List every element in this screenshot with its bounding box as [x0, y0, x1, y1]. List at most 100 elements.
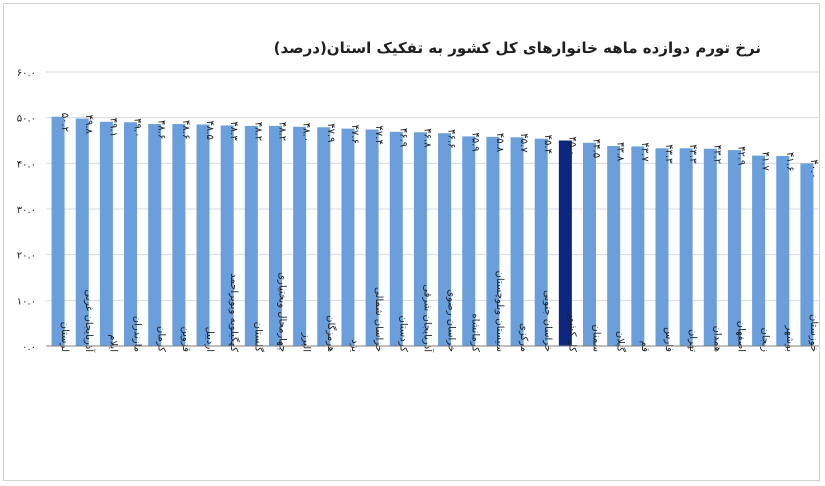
bar [220, 125, 234, 347]
x-tick-label: آذربایجان شرقی [421, 284, 434, 353]
x-tick-label: زنجان [760, 328, 771, 353]
x-tick-label: ایلام [107, 334, 118, 352]
bar [196, 124, 210, 347]
value-label: ۴۶.۸ [421, 128, 432, 148]
value-label: ۴۸.۲ [276, 122, 287, 141]
value-label: ۴۵.۰ [566, 137, 577, 156]
bar [486, 136, 500, 346]
x-tick-label: کرمانشاه [470, 313, 481, 352]
value-label: ۴۴.۵ [591, 139, 602, 158]
x-tick-label: سیستان وبلوچستان [494, 270, 505, 352]
value-label: ۴۲.۹ [735, 146, 746, 165]
value-label: ۴۷.۴ [373, 126, 384, 145]
value-label: ۴۳.۳ [663, 144, 674, 164]
bar [341, 128, 355, 346]
x-tick-label: آذربایجان غربی [83, 289, 96, 353]
bar [510, 137, 524, 346]
value-label: ۴۶.۹ [397, 128, 408, 147]
x-tick-label: خراسان رضوی [446, 289, 457, 352]
x-tick-label: فارس [663, 327, 674, 352]
bar [51, 116, 65, 347]
x-tick-label: هرمزگان [325, 315, 337, 352]
bar [268, 125, 282, 347]
value-label: ۵۰.۲ [59, 113, 70, 132]
x-tick-label: لرستان [59, 322, 70, 352]
y-tick-label: ۰.۰ [22, 342, 36, 353]
value-label: ۴۸.۶ [180, 120, 191, 139]
bar [389, 131, 403, 346]
x-tick-label: اردبیل [204, 327, 215, 352]
bar [148, 124, 162, 346]
value-label: ۴۳.۲ [711, 145, 722, 164]
value-label: ۴۳.۸ [615, 142, 626, 162]
x-tick-label: مازندران [132, 316, 143, 352]
bar [679, 148, 693, 346]
bar [800, 163, 814, 346]
value-label: ۴۸.۲ [252, 122, 263, 141]
x-tick-label: کل کشور [566, 312, 577, 352]
value-label: ۴۷.۹ [325, 123, 336, 142]
x-tick-label: قزوین [180, 326, 191, 352]
x-tick-label: سمنان [591, 324, 602, 352]
bar [172, 124, 186, 346]
x-tick-label: اصفهان [735, 321, 746, 352]
value-label: ۴۳.۳ [687, 144, 698, 164]
value-label: ۴۹.۸ [83, 115, 94, 135]
value-label: ۴۸.۰ [301, 123, 312, 142]
bar-chart: نرخ تورم دوازده ماهه خانوارهای کل کشور ب… [17, 39, 819, 353]
x-tick-label: همدان [711, 326, 722, 352]
y-tick-label: ۳۰.۰ [17, 205, 36, 216]
value-label: ۴۵.۹ [470, 132, 481, 151]
y-tick-label: ۵۰.۰ [17, 114, 36, 125]
x-tick-label: چهارمحال وبختیاری [276, 272, 287, 352]
value-label: ۴۰.۰ [808, 159, 819, 178]
bar [413, 132, 427, 346]
bar [752, 155, 766, 346]
value-label: ۴۷.۶ [349, 125, 360, 144]
x-tick-label: البرز [301, 332, 312, 352]
y-tick-label: ۲۰.۰ [17, 251, 36, 262]
value-label: ۴۱.۷ [760, 152, 771, 172]
bars [51, 116, 814, 347]
value-labels: ۵۰.۲ ۴۹.۸ ۴۹.۱ ۴۹.۰ ۴۸.۶ ۴۸.۶ ۴۸.۵ ۴۸.۳ ۴۸.۲ ۴۸.۲… [59, 113, 819, 179]
y-axis-ticks: ۰.۰ ۱۰.۰ ۲۰.۰ ۳۰.۰ ۴۰.۰ ۵۰.۰ ۶۰.۰ [17, 68, 36, 353]
bar [365, 129, 379, 346]
x-tick-label: کردستان [397, 315, 408, 352]
bar [655, 148, 669, 346]
x-tick-label: کهگیلویه وبویراحمد [228, 273, 240, 352]
bar [558, 140, 572, 346]
value-label: ۴۸.۳ [228, 121, 239, 141]
y-tick-label: ۶۰.۰ [17, 68, 36, 79]
bar [99, 121, 113, 346]
grid-lines [46, 71, 819, 301]
bar [776, 156, 790, 346]
x-tick-label: گلستان [252, 322, 264, 353]
x-tick-label: مرکزی [518, 323, 529, 352]
value-label: ۴۵.۸ [494, 133, 505, 153]
bar [462, 136, 476, 346]
chart-frame: نرخ تورم دوازده ماهه خانوارهای کل کشور ب… [3, 3, 820, 481]
x-tick-label: خراسان شمالی [373, 287, 384, 352]
x-tick-label: تهران [687, 329, 698, 352]
bar [317, 127, 331, 346]
x-tick-label: بوشهر [784, 325, 795, 352]
bar [727, 150, 741, 346]
bar [75, 118, 89, 346]
x-tick-label: خوزستان [808, 314, 819, 352]
bar [583, 142, 597, 346]
x-tick-label: گیلان [615, 331, 627, 352]
x-tick-label: کرمان [156, 326, 167, 352]
x-axis-labels: لرستان آذربایجان غربی ایلام مازندران کرمان قز… [59, 270, 819, 353]
value-label: ۴۸.۵ [204, 121, 215, 140]
value-label: ۴۱.۶ [784, 152, 795, 171]
bar [244, 125, 258, 347]
bar [534, 138, 548, 346]
chart-title: نرخ تورم دوازده ماهه خانوارهای کل کشور ب… [274, 39, 761, 57]
value-label: ۴۳.۷ [639, 142, 650, 162]
value-label: ۴۹.۰ [132, 118, 143, 137]
y-tick-label: ۴۰.۰ [17, 159, 36, 170]
bar [438, 133, 452, 346]
bar [293, 126, 307, 346]
value-label: ۴۵.۴ [542, 135, 553, 154]
bar [124, 122, 138, 346]
